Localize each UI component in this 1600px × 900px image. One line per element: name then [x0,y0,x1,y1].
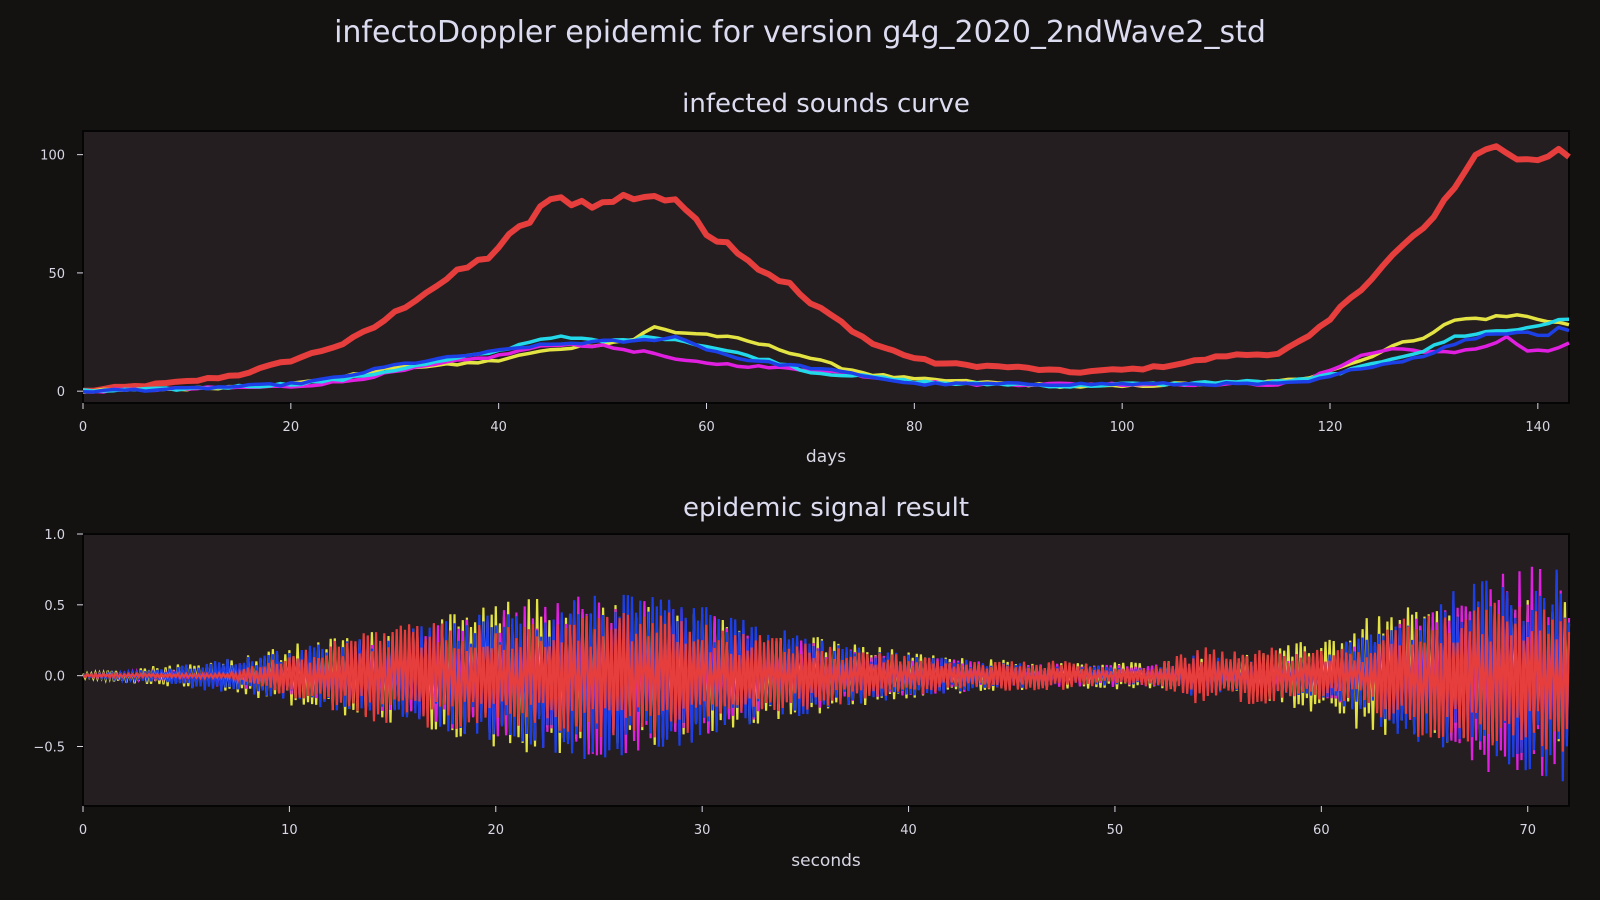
x-tick-label: 40 [490,420,507,435]
plot-area-infected-sounds [82,130,1570,404]
x-tick-label: 50 [1107,823,1124,838]
x-tick-label: 40 [900,823,917,838]
y-tick-label: 0.5 [44,599,65,614]
series-line-4 [82,325,1570,394]
y-tick-label: 100 [40,149,65,164]
series-line-0 [82,143,1571,394]
x-tick-label: 140 [1525,420,1550,435]
x-tick-label: 60 [1313,823,1330,838]
y-tick-label: 0.0 [44,670,65,685]
x-tick-label: 100 [1110,420,1135,435]
panel-title-epidemic-signal: epidemic signal result [683,493,969,523]
ticks-infected-sounds: 0 20 40 60 80 100 120 140 0 50 100 [40,149,1550,435]
infected-sounds-curve-panel: infected sounds curve 0 20 40 60 80 100 120 140… [40,89,1571,467]
ticks-epidemic-signal: 0 10 20 30 40 50 60 70 −0.5 0.0 0.5 1.0 [33,528,1536,838]
x-tick-label: 80 [906,420,923,435]
x-axis-label-days: days [806,447,846,467]
x-tick-label: 0 [79,420,87,435]
series-layer-infected-sounds [82,143,1571,395]
panel-title-infected-sounds: infected sounds curve [682,89,970,119]
x-tick-label: 120 [1318,420,1343,435]
y-tick-label: 50 [48,267,65,282]
figure-title: infectoDoppler epidemic for version g4g_… [334,15,1266,50]
signal-series-3 [82,602,1571,752]
x-tick-label: 20 [488,823,505,838]
x-tick-label: 10 [281,823,298,838]
x-tick-label: 70 [1519,823,1536,838]
y-tick-label: 1.0 [44,528,65,543]
series-line-3 [82,317,1570,393]
x-tick-label: 0 [79,823,87,838]
epidemic-signal-result-panel: epidemic signal result 0 10 20 30 40 50 60 70 −0… [33,493,1571,871]
series-layer-epidemic-signal [81,566,1571,782]
y-tick-label: −0.5 [33,741,65,756]
x-tick-label: 20 [283,420,300,435]
signal-series-0 [81,597,1571,754]
y-tick-label: 0 [57,385,65,400]
x-tick-label: 30 [694,823,711,838]
x-axis-label-seconds: seconds [791,851,861,871]
series-line-2 [82,334,1570,394]
x-tick-label: 60 [698,420,715,435]
